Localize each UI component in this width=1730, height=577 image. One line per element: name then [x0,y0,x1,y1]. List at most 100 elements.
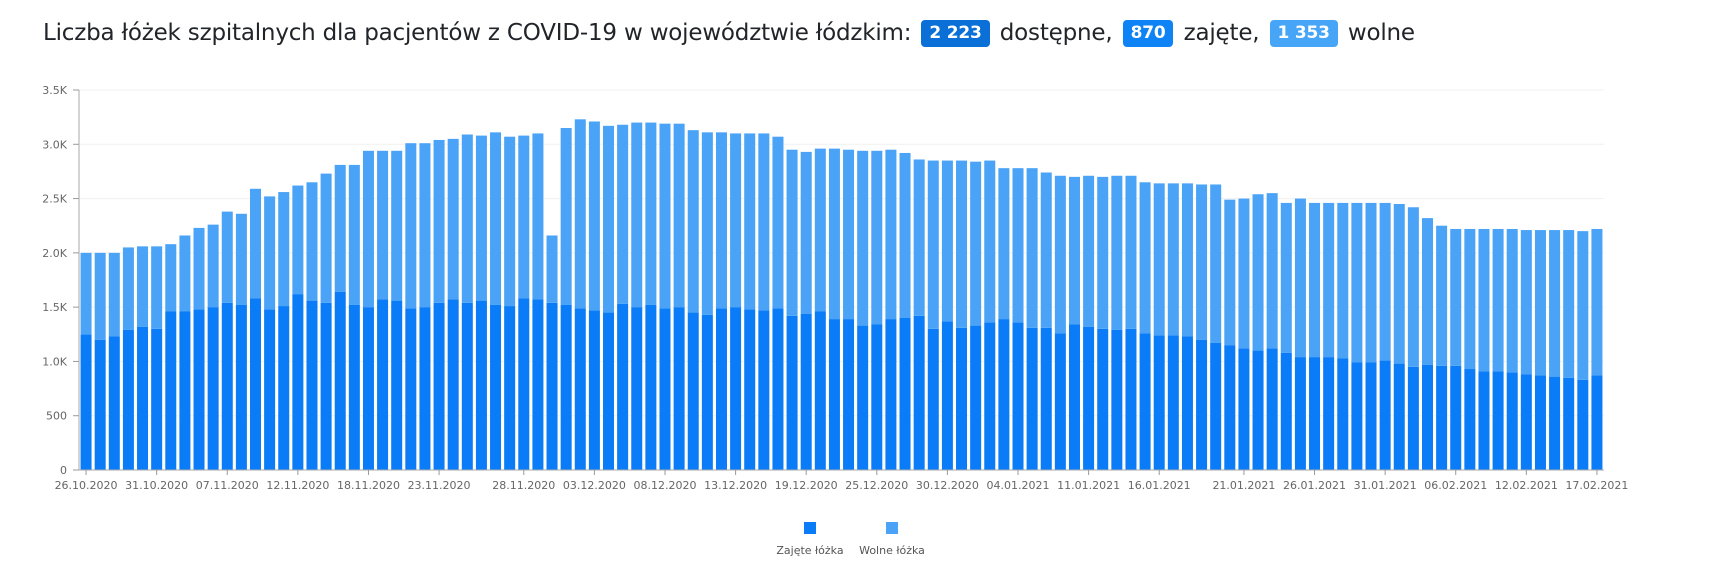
bar-free[interactable] [504,136,516,307]
bar-free[interactable] [278,192,290,307]
bar-occupied[interactable] [122,329,134,470]
bar-occupied[interactable] [786,315,798,470]
bar-free[interactable] [1563,230,1575,378]
bar-free[interactable] [320,173,332,303]
bar-free[interactable] [221,211,233,303]
bar-free[interactable] [1026,168,1038,328]
bar-free[interactable] [518,135,530,299]
bar-occupied[interactable] [94,339,106,470]
bar-free[interactable] [1167,183,1179,336]
bar-free[interactable] [1139,182,1151,334]
bar-occupied[interactable] [927,328,939,470]
bar-occupied[interactable] [899,318,911,470]
bar-free[interactable] [871,150,883,325]
bar-free[interactable] [786,149,798,316]
bar-free[interactable] [1252,194,1264,351]
bar-occupied[interactable] [730,307,742,470]
bar-occupied[interactable] [1238,348,1250,470]
bar-free[interactable] [843,149,855,320]
bar-free[interactable] [1478,228,1490,372]
bar-free[interactable] [348,164,360,305]
bar-free[interactable] [1549,230,1561,377]
bar-occupied[interactable] [532,299,544,470]
bar-free[interactable] [631,122,643,308]
bar-occupied[interactable] [165,311,177,470]
bar-free[interactable] [1153,183,1165,336]
bar-free[interactable] [560,128,572,305]
bar-free[interactable] [94,252,106,340]
bar-free[interactable] [1111,175,1123,330]
bar-occupied[interactable] [1464,369,1476,470]
bar-occupied[interactable] [1294,357,1306,470]
bar-occupied[interactable] [1224,345,1236,470]
bar-occupied[interactable] [1323,357,1335,470]
bar-occupied[interactable] [1012,322,1024,470]
bar-free[interactable] [857,150,869,326]
bar-occupied[interactable] [1068,324,1080,470]
bar-free[interactable] [758,133,770,311]
bar-free[interactable] [1097,176,1109,329]
bar-occupied[interactable] [433,302,445,470]
bar-occupied[interactable] [1450,365,1462,470]
bar-occupied[interactable] [744,309,756,470]
bar-occupied[interactable] [278,306,290,470]
bar-free[interactable] [899,152,911,318]
bar-occupied[interactable] [1577,379,1589,470]
bar-occupied[interactable] [1125,328,1137,470]
bar-free[interactable] [1181,183,1193,337]
bar-occupied[interactable] [235,304,247,470]
bar-free[interactable] [546,235,558,303]
bar-free[interactable] [1365,202,1377,363]
bar-free[interactable] [447,138,459,300]
bar-occupied[interactable] [1026,327,1038,470]
bar-occupied[interactable] [1266,348,1278,470]
bar-occupied[interactable] [250,298,262,470]
bar-free[interactable] [673,123,685,308]
bar-free[interactable] [659,123,671,309]
bar-free[interactable] [122,247,134,330]
bar-free[interactable] [419,143,431,308]
bar-occupied[interactable] [701,314,713,470]
bar-free[interactable] [377,150,389,300]
bar-occupied[interactable] [1097,328,1109,470]
bar-occupied[interactable] [1365,362,1377,470]
bar-occupied[interactable] [603,312,615,470]
bar-free[interactable] [193,227,205,310]
bar-free[interactable] [250,188,262,299]
bar-occupied[interactable] [1563,377,1575,470]
bar-occupied[interactable] [1139,333,1151,470]
bar-occupied[interactable] [772,308,784,470]
bar-occupied[interactable] [1520,374,1532,470]
bar-free[interactable] [970,161,982,326]
bar-occupied[interactable] [1210,342,1222,470]
bar-occupied[interactable] [264,309,276,470]
bar-occupied[interactable] [151,328,163,470]
bar-free[interactable] [235,213,247,305]
bar-occupied[interactable] [1167,335,1179,470]
bar-free[interactable] [532,133,544,300]
bar-free[interactable] [1407,207,1419,367]
bar-occupied[interactable] [1393,363,1405,470]
bar-free[interactable] [1040,172,1052,328]
bar-occupied[interactable] [1506,372,1518,470]
bar-free[interactable] [984,160,996,323]
bar-occupied[interactable] [546,302,558,470]
bar-occupied[interactable] [1379,360,1391,470]
bar-free[interactable] [1309,202,1321,358]
bar-free[interactable] [1577,231,1589,380]
bar-free[interactable] [334,164,346,292]
bar-free[interactable] [1464,228,1476,370]
bar-occupied[interactable] [1252,350,1264,470]
bar-occupied[interactable] [687,312,699,470]
bar-occupied[interactable] [292,294,304,470]
bar-free[interactable] [1012,168,1024,323]
bar-free[interactable] [744,133,756,310]
bar-occupied[interactable] [970,325,982,470]
bar-occupied[interactable] [1436,365,1448,470]
bar-free[interactable] [179,235,191,312]
bar-free[interactable] [80,252,92,335]
bar-occupied[interactable] [377,299,389,470]
bar-free[interactable] [490,132,502,305]
bar-free[interactable] [1083,175,1095,327]
bar-occupied[interactable] [885,319,897,470]
